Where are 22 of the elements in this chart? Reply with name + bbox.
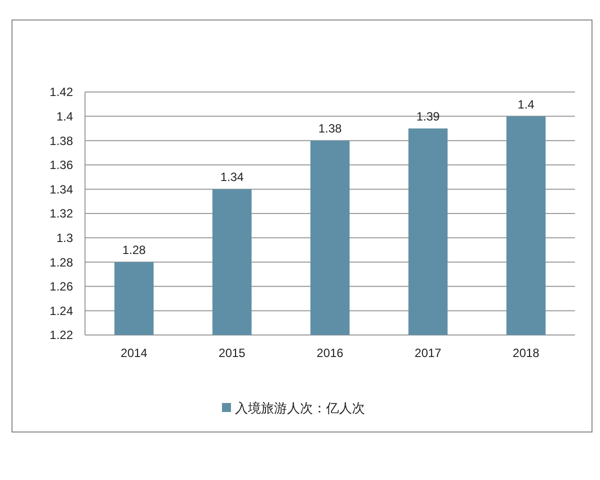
data-label: 1.39 <box>416 109 440 124</box>
y-tick-label: 1.24 <box>50 304 74 318</box>
y-tick-label: 1.22 <box>50 328 74 342</box>
legend-label: 入境旅游人次：亿人次 <box>235 400 365 416</box>
x-tick-label: 2017 <box>414 346 442 360</box>
y-tick-label: 1.28 <box>50 255 74 270</box>
data-label: 1.38 <box>318 122 342 136</box>
y-tick-label: 1.3 <box>56 231 74 245</box>
x-tick-label: 2016 <box>316 346 344 360</box>
y-tick-label: 1.26 <box>50 280 74 294</box>
x-tick-label: 2018 <box>512 346 540 360</box>
y-tick-label: 1.36 <box>50 158 74 172</box>
x-tick-label: 2015 <box>218 346 246 360</box>
y-tick-label: 1.4 <box>56 110 74 124</box>
x-tick-label: 2014 <box>120 346 148 360</box>
y-tick-label: 1.38 <box>50 134 74 148</box>
data-label: 1.34 <box>220 170 244 184</box>
y-tick-label: 1.42 <box>50 85 74 100</box>
data-label: 1.28 <box>122 243 146 258</box>
y-tick-label: 1.34 <box>50 182 74 196</box>
data-label: 1.4 <box>518 97 535 112</box>
y-tick-label: 1.32 <box>50 206 74 221</box>
